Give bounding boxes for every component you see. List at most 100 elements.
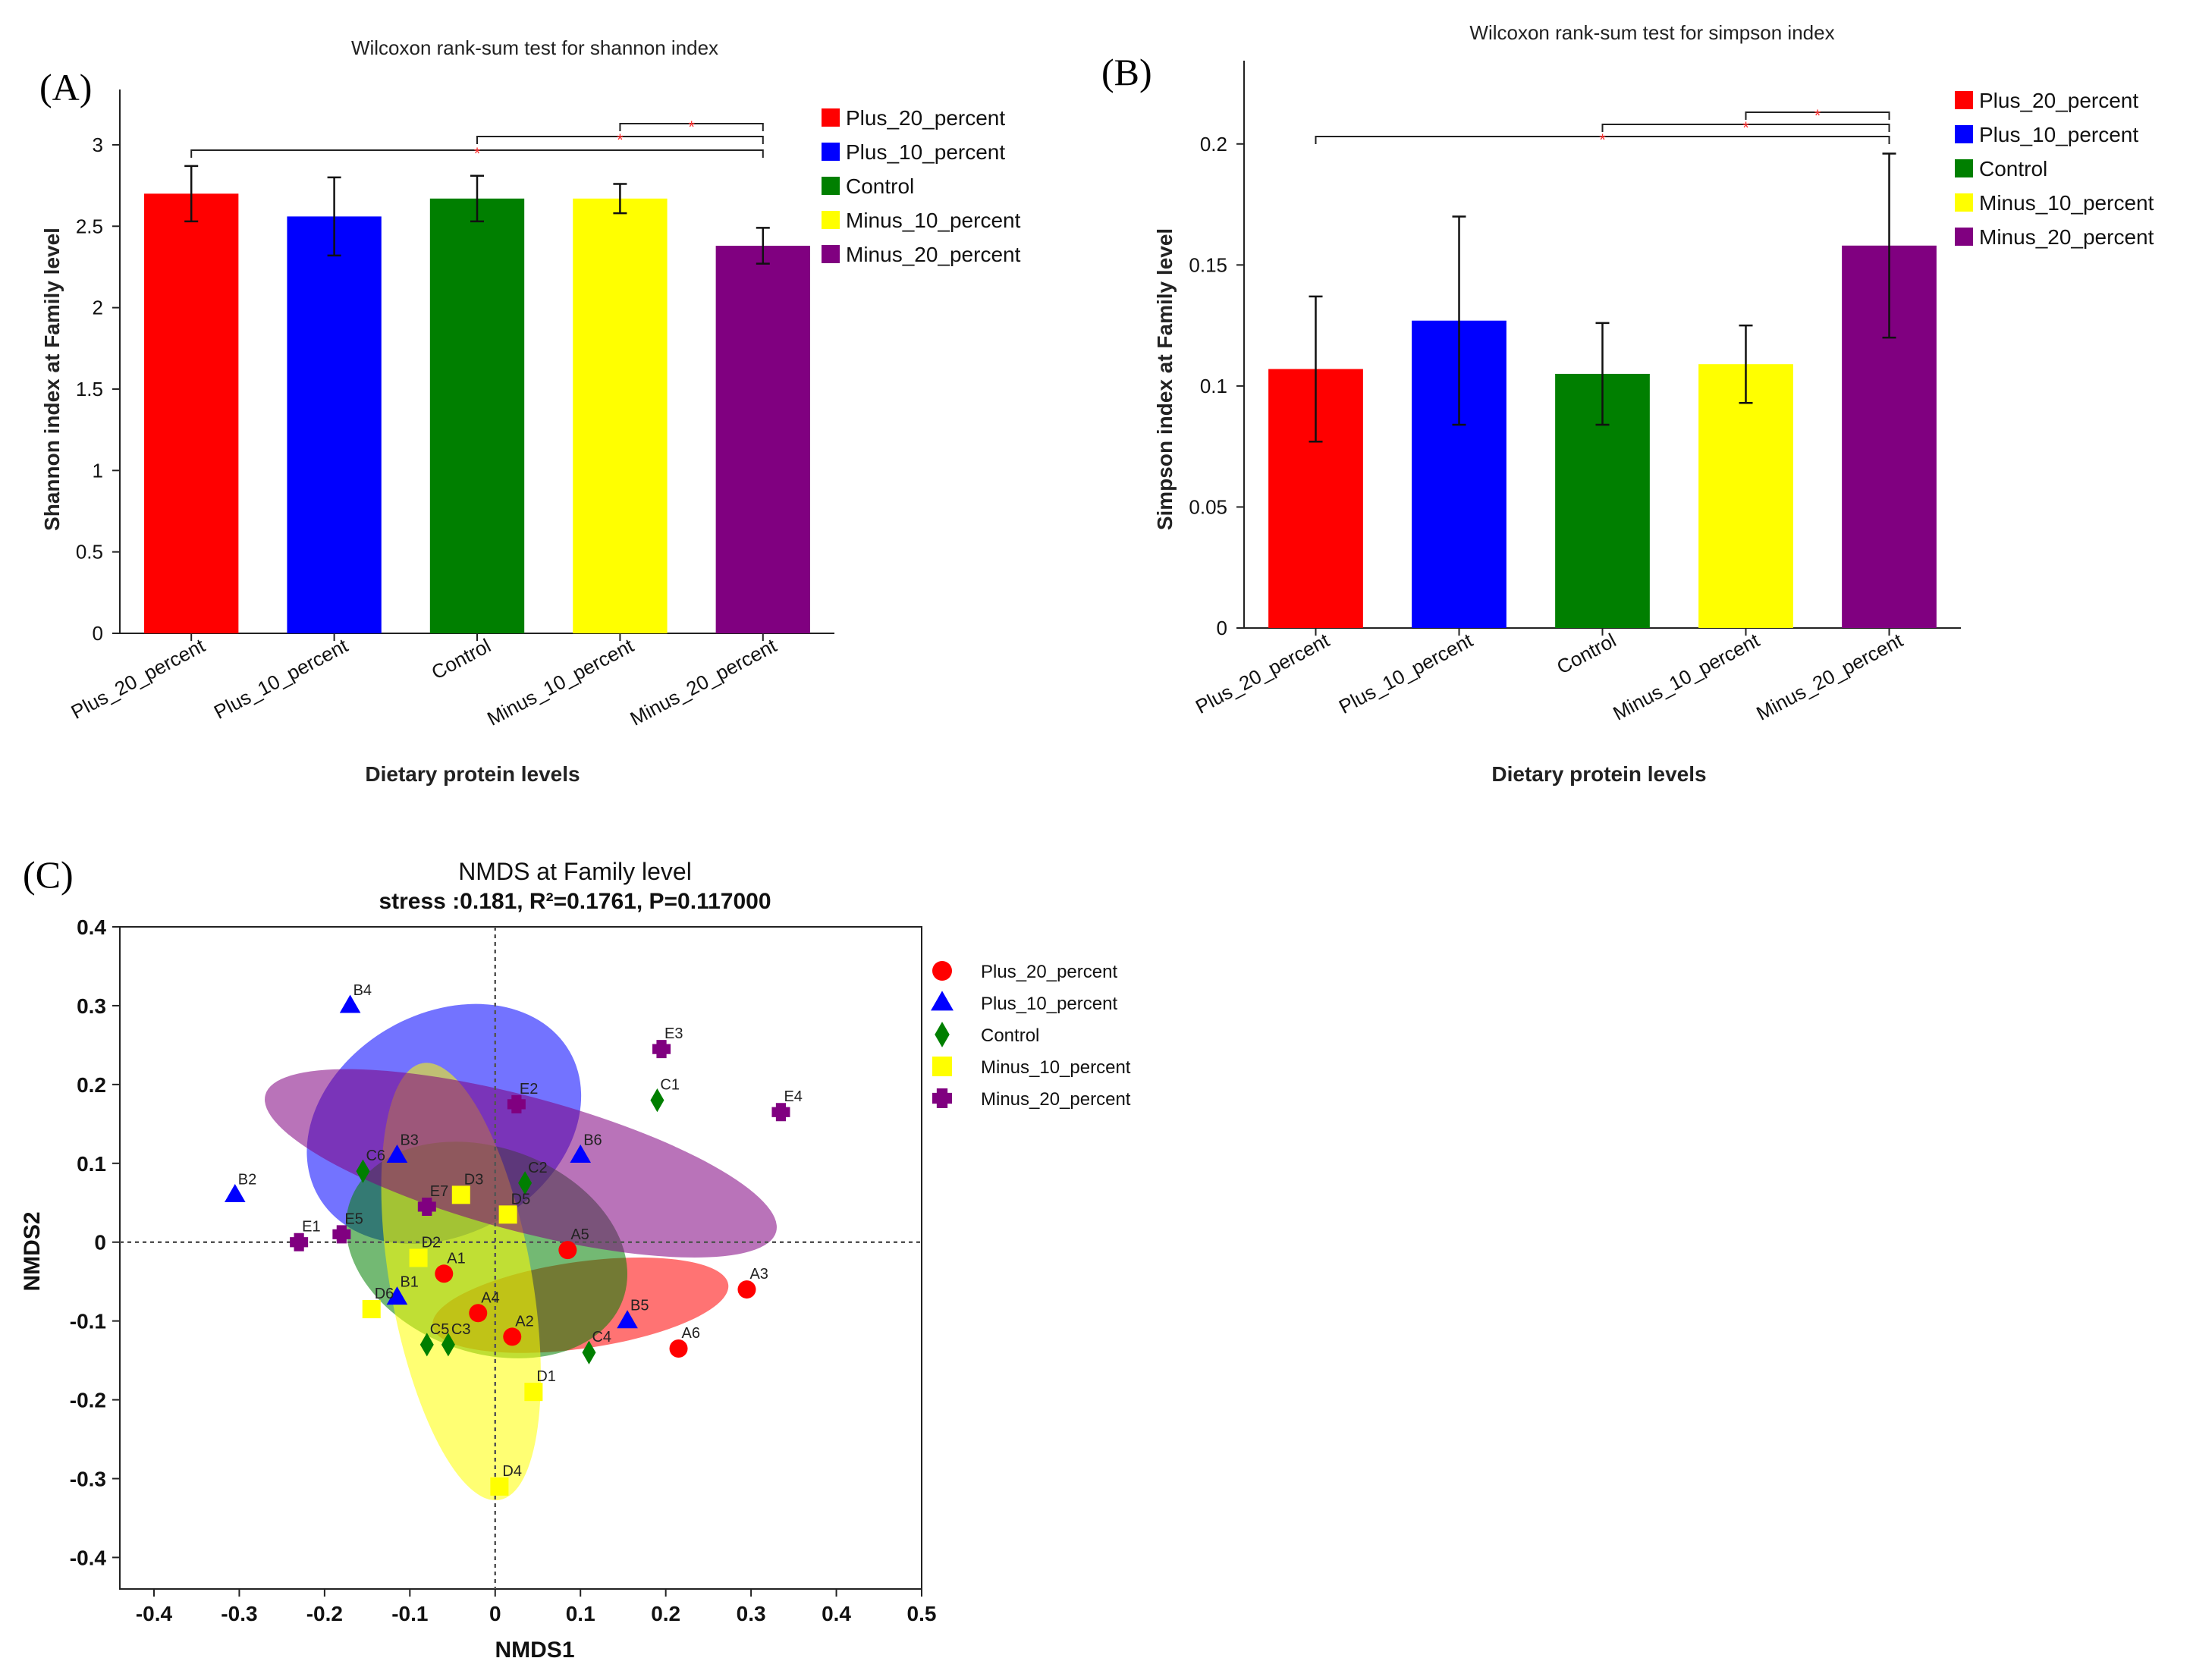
panel-c-point-label: D2: [422, 1235, 441, 1251]
panel-c-legend-label: Plus_10_percent: [981, 994, 1117, 1014]
panel-b-y-tick-label: 0.15: [1189, 253, 1227, 276]
panel-c-legend-marker: [932, 1088, 952, 1108]
panel-c-point-c5: [419, 1333, 434, 1357]
panel-c-point-label: E3: [664, 1025, 683, 1042]
panel-c-point-e7: [417, 1197, 436, 1216]
panel-a-x-tick-label: Control: [428, 634, 495, 684]
panel-b-significance-marker: *: [1599, 130, 1606, 149]
panel-c-legend-label: Plus_20_percent: [981, 962, 1117, 982]
panel-a-legend-label: Plus_20_percent: [846, 106, 1005, 130]
panel-a-y-tick-label: 2: [93, 297, 103, 319]
panel-b-legend-label: Minus_10_percent: [1979, 191, 2154, 215]
panel-c-point-e5: [332, 1225, 351, 1244]
panel-c-point-e4: [771, 1103, 790, 1122]
panel-a-significance-bracket: [476, 136, 764, 144]
panel-c-point-a1: [435, 1264, 454, 1283]
panel-c-point-d2: [409, 1248, 428, 1267]
panel-b-x-axis-label: Dietary protein levels: [1491, 762, 1706, 786]
panel-c-point-a4: [469, 1304, 488, 1323]
panel-c-point-c2: [518, 1171, 533, 1195]
panel-a-legend-label: Control: [846, 174, 914, 198]
panel-a-bar-plus-10-percent: [287, 216, 382, 633]
panel-c-point-label: E1: [302, 1219, 320, 1236]
panel-c-x-tick-label: -0.3: [221, 1602, 257, 1625]
panel-c-x-tick-label: 0: [489, 1602, 501, 1625]
panel-a-y-axis-label: Shannon index at Family level: [40, 228, 64, 531]
panel-b-legend-label: Plus_10_percent: [1979, 123, 2138, 146]
panel-c-point-b4: [339, 994, 361, 1013]
panel-a-y-tick-label: 0: [93, 622, 103, 645]
panel-a-y-tick-label: 2.5: [76, 215, 103, 237]
panel-a-x-axis-label: Dietary protein levels: [365, 762, 580, 786]
panel-c-point-label: C5: [430, 1321, 450, 1338]
panel-b-x-tick-label: Plus_10_percent: [1335, 628, 1477, 718]
panel-b-title: Wilcoxon rank-sum test for simpson index: [1469, 21, 1834, 44]
panel-c-point-b2: [225, 1183, 246, 1202]
panel-c-point-label: B4: [353, 982, 372, 999]
panel-c-point-label: D3: [464, 1171, 484, 1188]
panel-b-significance-bracket: [1745, 111, 1890, 120]
panel-a-y-tick-label: 0.5: [76, 541, 103, 564]
panel-c-point-label: C1: [660, 1077, 680, 1094]
panel-c-legend-marker: [935, 1022, 950, 1047]
panel-c-legend-label: Minus_10_percent: [981, 1057, 1131, 1078]
panel-c-y-tick-label: -0.1: [70, 1310, 106, 1333]
panel-b-legend-label: Minus_20_percent: [1979, 225, 2154, 249]
panel-a-bar-minus-20-percent: [715, 246, 810, 633]
panel-b-significance-bracket: [1601, 124, 1890, 132]
panel-c-point-d5: [498, 1205, 517, 1224]
panel-a-x-tick-label: Minus_10_percent: [483, 633, 638, 730]
panel-c-legend-marker: [931, 991, 954, 1011]
panel-c-point-a5: [558, 1241, 577, 1260]
panel-c-point-d1: [524, 1383, 543, 1402]
panel-a-title: Wilcoxon rank-sum test for shannon index: [351, 36, 718, 59]
panel-c-point-a2: [503, 1327, 522, 1346]
panel-b-legend-swatch: [1955, 91, 1973, 109]
panel-c-y-tick-label: 0: [94, 1231, 106, 1255]
panel-c-legend-label: Control: [981, 1025, 1039, 1046]
panel-a-significance-bracket: [190, 149, 764, 158]
panel-c-point-e3: [652, 1040, 671, 1059]
panel-c-point-b1: [386, 1286, 408, 1305]
panel-c-point-label: C2: [528, 1160, 548, 1176]
panel-a-label: (A): [39, 66, 92, 108]
panel-c-point-label: B6: [583, 1132, 602, 1148]
panel-c-point-label: C3: [451, 1321, 471, 1338]
panel-c-point-d3: [451, 1185, 470, 1204]
panel-b-x-tick-label: Minus_20_percent: [1752, 628, 1907, 724]
panel-c-point-label: D5: [511, 1191, 531, 1207]
panel-b-x-tick-label: Plus_20_percent: [1192, 628, 1334, 718]
panel-b-legend-label: Plus_20_percent: [1979, 89, 2138, 112]
panel-c-x-tick-label: -0.1: [391, 1602, 428, 1625]
panel-c-y-tick-label: -0.2: [70, 1389, 106, 1412]
panel-a-x-tick-label: Minus_20_percent: [627, 633, 781, 730]
panel-b-significance-marker: *: [1742, 118, 1749, 137]
panel-c-point-e1: [290, 1233, 309, 1251]
panel-b-legend-swatch: [1955, 193, 1973, 212]
panel-a-bar-control: [429, 198, 525, 633]
panel-c-y-tick-label: -0.4: [70, 1546, 107, 1569]
panel-c-point-label: E5: [344, 1211, 363, 1227]
panel-c-point-b5: [617, 1310, 638, 1329]
panel-b-y-tick-label: 0.05: [1189, 495, 1227, 518]
panel-b-significance-bracket: [1315, 136, 1890, 144]
panel-c-x-axis-label: NMDS1: [495, 1638, 574, 1663]
panel-a-y-tick-label: 3: [93, 133, 103, 156]
panel-b-y-tick-label: 0.2: [1200, 133, 1227, 155]
panel-c-point-label: D4: [502, 1463, 522, 1480]
panel-b-legend-swatch: [1955, 159, 1973, 177]
panel-c-x-tick-label: -0.2: [306, 1602, 343, 1625]
panel-b-significance-marker: *: [1814, 106, 1821, 125]
panel-c-point-b6: [570, 1144, 592, 1163]
panel-c-y-tick-label: 0.2: [77, 1073, 106, 1097]
panel-c-point-b3: [386, 1144, 408, 1163]
panel-c-legend-label: Minus_20_percent: [981, 1089, 1131, 1110]
panel-c-x-tick-label: 0.3: [737, 1602, 766, 1625]
panel-c-point-c4: [582, 1340, 596, 1364]
panel-c-x-tick-label: 0.1: [566, 1602, 595, 1625]
panel-c-y-tick-label: 0.3: [77, 994, 106, 1018]
panel-b-legend-label: Control: [1979, 157, 2047, 181]
panel-a-chart: (A) Wilcoxon rank-sum test for shannon i…: [39, 36, 1021, 786]
panel-c-point-label: C4: [592, 1329, 611, 1346]
panel-a-y-tick-label: 1.5: [76, 378, 103, 400]
